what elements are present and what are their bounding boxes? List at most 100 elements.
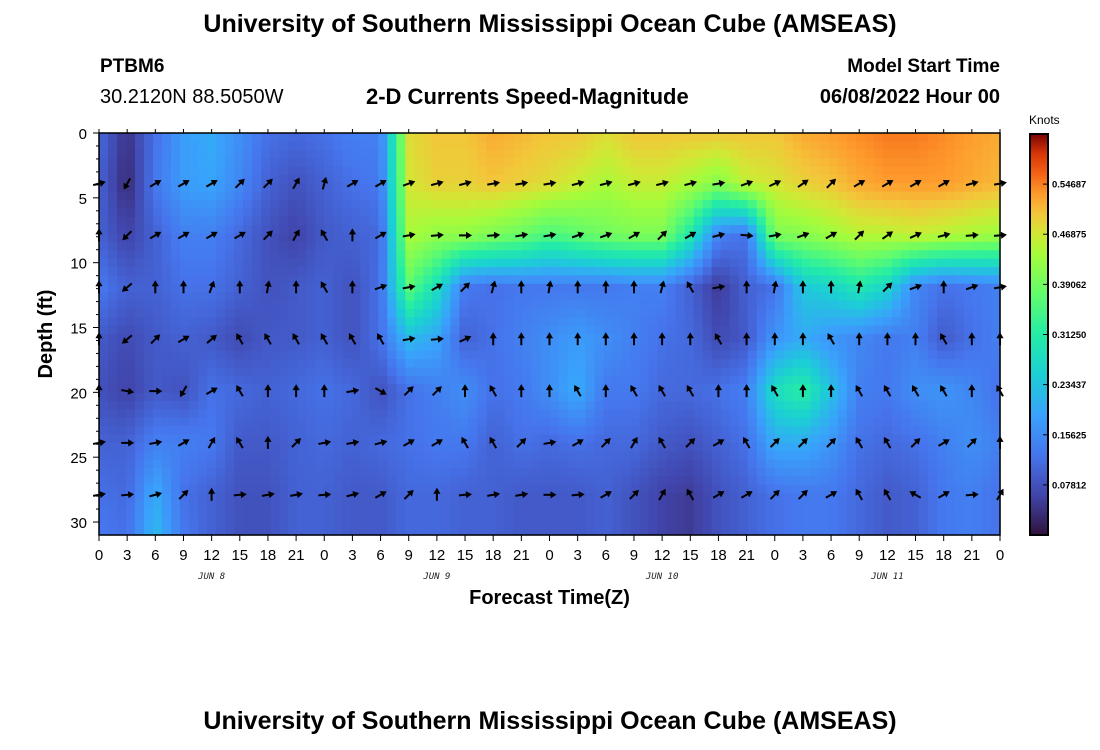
heatmap-cell [729, 325, 740, 335]
heatmap-cell [162, 426, 172, 436]
heatmap-cell [549, 526, 560, 536]
current-arrow [374, 283, 388, 291]
heatmap-cell [891, 250, 902, 260]
heatmap-cell [918, 233, 929, 243]
heatmap-cell [720, 468, 731, 477]
heatmap-cell [288, 526, 298, 536]
heatmap-cell [216, 267, 226, 276]
heatmap-cell [486, 359, 497, 369]
heatmap-cell [783, 250, 794, 260]
heatmap-cell [855, 275, 866, 285]
heatmap-cell [234, 518, 244, 528]
heatmap-cell [351, 133, 361, 142]
heatmap-cell [729, 183, 740, 193]
heatmap-cell [126, 141, 136, 151]
heatmap-cell [360, 325, 370, 335]
heatmap-cell [153, 292, 163, 302]
heatmap-cell [450, 216, 460, 226]
heatmap-cell [954, 384, 965, 394]
heatmap-cell [522, 384, 533, 394]
heatmap-cell [468, 501, 479, 511]
heatmap-cell [504, 275, 515, 285]
heatmap-cell [297, 501, 307, 511]
heatmap-cell [279, 476, 289, 486]
heatmap-cell [666, 292, 677, 302]
current-arrow [855, 280, 863, 294]
heatmap-cell [216, 275, 226, 285]
heatmap-cell [675, 200, 686, 209]
heatmap-cell [99, 191, 109, 201]
heatmap-cell [675, 518, 686, 528]
heatmap-cell [801, 384, 812, 394]
heatmap-cell [189, 191, 199, 201]
heatmap-cell [432, 451, 442, 461]
current-arrow [657, 230, 668, 241]
heatmap-cell [963, 292, 974, 302]
heatmap-cell [108, 509, 118, 519]
heatmap-cell [828, 241, 839, 251]
heatmap-cell [675, 468, 686, 477]
heatmap-cell [486, 451, 497, 461]
heatmap-cell [450, 300, 460, 310]
heatmap-cell [792, 384, 803, 394]
heatmap-cell [108, 375, 118, 385]
heatmap-cell [531, 141, 542, 151]
heatmap-cell [810, 241, 821, 251]
heatmap-cell [963, 350, 974, 360]
heatmap-cell [810, 141, 821, 151]
heatmap-cell [288, 359, 298, 369]
heatmap-cell [729, 208, 740, 218]
heatmap-cell [153, 434, 163, 444]
heatmap-cell [441, 442, 451, 452]
heatmap-cell [900, 208, 911, 218]
heatmap-cell [540, 225, 551, 235]
heatmap-cell [990, 275, 1001, 285]
heatmap-cell [162, 275, 172, 285]
heatmap-cell [126, 392, 136, 402]
heatmap-cell [288, 158, 298, 168]
heatmap-cell [792, 258, 803, 268]
heatmap-cell [612, 216, 623, 226]
heatmap-cell [657, 459, 668, 469]
heatmap-cell [108, 250, 118, 260]
current-arrow [968, 332, 976, 346]
heatmap-cell [765, 451, 776, 461]
heatmap-cell [666, 367, 677, 377]
heatmap-cell [261, 300, 271, 310]
currents-chart: 0 3 6 9 12 15 18 21 0 3 6 9 12 15 18 21 0 3 6 9 12 15 18 21 0 3 6 9… [35, 113, 1087, 609]
heatmap-cell [873, 133, 884, 142]
heatmap-cell [369, 509, 379, 519]
heatmap-cell [162, 174, 172, 184]
heatmap-cell [387, 459, 397, 469]
heatmap-cell [693, 216, 704, 226]
heatmap-cell [693, 292, 704, 302]
heatmap-cell [711, 476, 722, 486]
heatmap-cell [468, 476, 479, 486]
heatmap-cell [315, 216, 325, 226]
heatmap-cell [945, 442, 956, 452]
heatmap-cell [252, 401, 262, 410]
heatmap-cell [585, 133, 596, 142]
heatmap-cell [414, 149, 424, 159]
heatmap-cell [873, 484, 884, 494]
heatmap-cell [261, 484, 271, 494]
heatmap-cell [216, 250, 226, 260]
heatmap-cell [333, 149, 343, 159]
heatmap-cell [981, 325, 992, 335]
heatmap-cell [99, 392, 109, 402]
heatmap-cell [846, 225, 857, 235]
heatmap-cell [711, 191, 722, 201]
heatmap-cell [657, 275, 668, 285]
heatmap-cell [873, 241, 884, 251]
heatmap-cell [378, 216, 388, 226]
heatmap-cell [396, 526, 406, 536]
heatmap-cell [531, 133, 542, 142]
heatmap-cell [441, 317, 451, 327]
heatmap-cell [504, 325, 515, 335]
heatmap-cell [351, 476, 361, 486]
heatmap-cell [459, 409, 470, 419]
heatmap-cell [198, 509, 208, 519]
heatmap-cell [234, 208, 244, 218]
heatmap-cell [180, 325, 190, 335]
heatmap-cell [873, 342, 884, 352]
